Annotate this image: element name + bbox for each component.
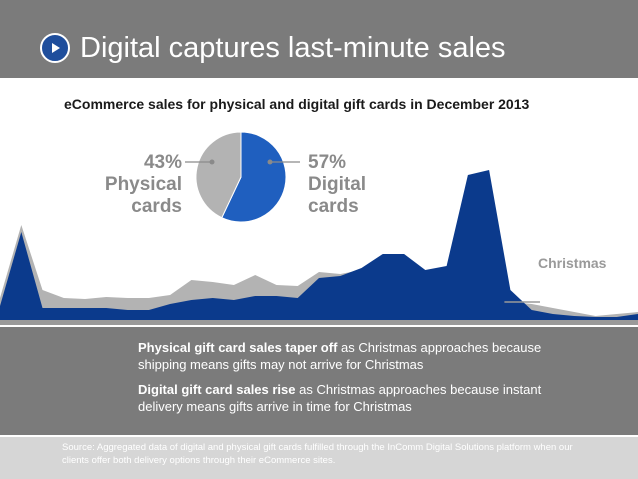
source-note: Source: Aggregated data of digital and p…: [62, 442, 573, 466]
pie-slice-digital: [221, 131, 287, 223]
physical-label-line2: cards: [131, 196, 182, 217]
note-digital-rest: as Christmas approaches because instant …: [138, 382, 542, 414]
physical-pct: 43%: [143, 152, 182, 173]
info-band: [0, 327, 638, 435]
header-band: [0, 0, 638, 78]
physical-label-line1: Physical: [104, 174, 182, 195]
note-physical-rest: as Christmas approaches because shipping…: [138, 340, 542, 372]
chart-baseline: [0, 320, 638, 325]
note-digital: Digital gift card sales rise as Christma…: [138, 381, 578, 415]
area-series-digital: [0, 170, 638, 320]
digital-label-line2: cards: [308, 196, 359, 217]
note-digital-bold: Digital gift card sales rise: [138, 382, 296, 397]
digital-pie-label: 57% Digital cards: [308, 152, 366, 218]
note-physical: Physical gift card sales taper off as Ch…: [138, 339, 578, 373]
note-physical-bold: Physical gift card sales taper off: [138, 340, 338, 355]
digital-leader-line-dot: [267, 159, 273, 165]
page-title: Digital captures last-minute sales: [80, 32, 506, 64]
christmas-annotation: Christmas: [538, 255, 607, 271]
area-series-physical: [0, 225, 638, 320]
digital-pct: 57%: [308, 152, 347, 173]
chart-subtitle: eCommerce sales for physical and digital…: [64, 96, 530, 112]
sales-area-chart: [0, 131, 638, 325]
physical-leader-line-dot: [209, 159, 215, 165]
physical-pie-label: 43% Physical cards: [96, 152, 182, 218]
play-icon[interactable]: [40, 33, 70, 63]
pie-slice-physical: [195, 131, 242, 219]
source-band: [0, 437, 638, 479]
digital-label-line1: Digital: [308, 174, 367, 195]
